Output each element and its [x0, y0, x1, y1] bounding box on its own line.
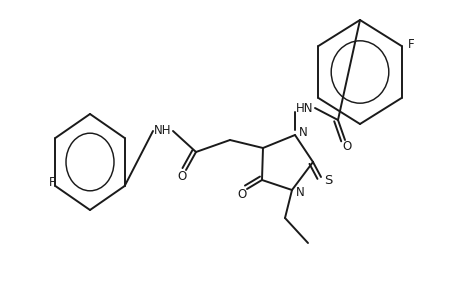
Text: HN: HN — [296, 101, 313, 115]
Text: NH: NH — [154, 124, 171, 137]
Text: F: F — [407, 38, 413, 50]
Text: N: N — [298, 127, 307, 140]
Text: O: O — [237, 188, 246, 200]
Text: O: O — [341, 140, 351, 154]
Text: N: N — [295, 185, 304, 199]
Text: O: O — [177, 170, 186, 184]
Text: F: F — [49, 176, 56, 188]
Text: S: S — [323, 173, 331, 187]
